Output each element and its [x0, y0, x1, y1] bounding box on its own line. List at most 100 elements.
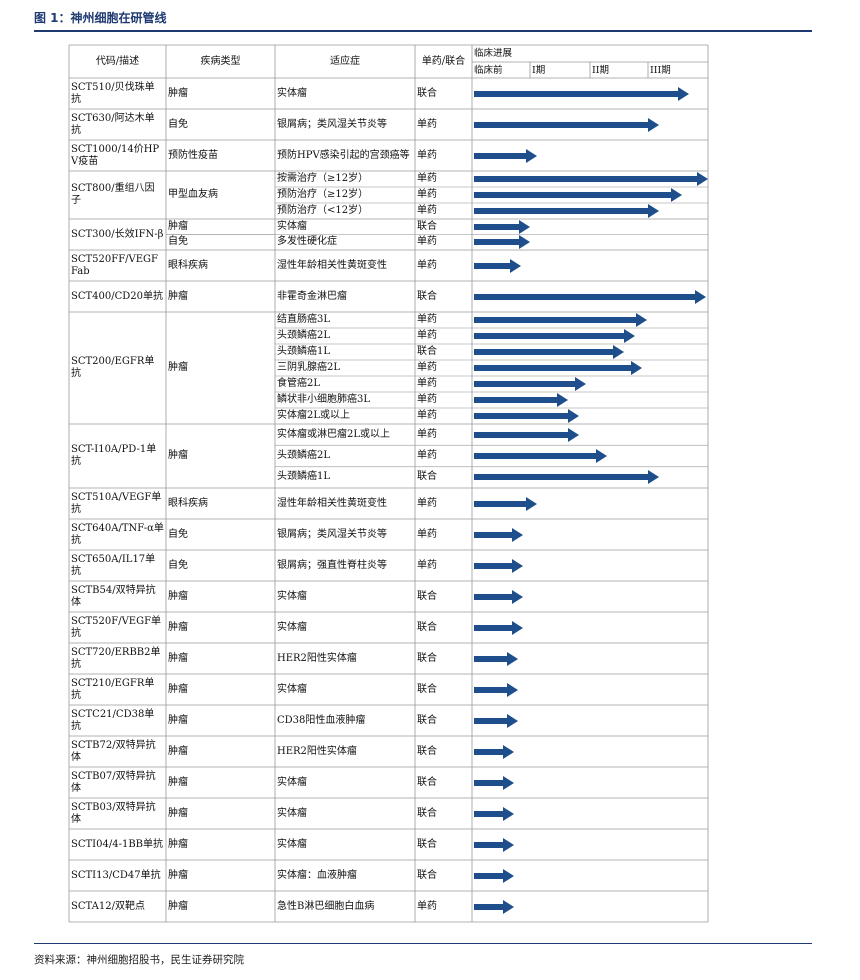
pipeline-code-6: SCT400/CD20单抗	[69, 281, 166, 312]
progress-arrow-13-0	[474, 620, 524, 635]
mode-9-0-text: 单药	[417, 497, 437, 509]
pipeline-code-4: SCT300/长效IFN-β	[69, 219, 166, 250]
pipeline-code-4-text: SCT300/长效IFN-β	[71, 228, 164, 240]
pipeline-code-13: SCT520F/VEGF单抗	[69, 612, 166, 643]
disease-type-13-text: 肿瘤	[168, 621, 188, 633]
arrow-head	[502, 868, 514, 883]
indication-22-0: 急性B淋巴细胞白血病	[275, 891, 415, 922]
mode-17-0: 联合	[415, 736, 472, 767]
indication-8-2-text: 头颈鳞癌1L	[277, 471, 331, 483]
mode-7-4-text: 单药	[417, 378, 437, 389]
indication-8-1: 头颈鳞癌2L	[275, 445, 415, 466]
progress-arrow-12-0	[474, 589, 524, 604]
indication-4-0-text: 实体瘤	[277, 220, 307, 232]
mode-4-1: 单药	[415, 235, 472, 251]
arrow-shaft	[474, 562, 514, 569]
mode-1-0: 单药	[415, 109, 472, 140]
indication-20-0-text: 实体瘤	[277, 838, 307, 850]
mode-7-2: 联合	[415, 344, 472, 360]
indication-7-1-text: 头颈鳞癌2L	[277, 330, 331, 341]
progress-arrow-3-1	[474, 188, 683, 202]
mode-2-0: 单药	[415, 140, 472, 171]
disease-type-3-text: 甲型血友病	[168, 189, 218, 200]
indication-18-0-text: 实体瘤	[277, 776, 307, 788]
indication-21-0: 实体瘤：血液肿瘤	[275, 860, 415, 891]
header-indication-text: 适应症	[330, 55, 360, 67]
pipeline-code-11: SCT650A/IL17单抗	[69, 550, 166, 581]
arrow-head	[624, 329, 636, 343]
indication-17-0: HER2阳性实体瘤	[275, 736, 415, 767]
indication-19-0: 实体瘤	[275, 798, 415, 829]
disease-type-11: 自免	[166, 550, 275, 581]
pipeline-code-3-text: SCT800/重组八因子	[71, 183, 155, 206]
pipeline-code-22-text: SCTA12/双靶点	[71, 900, 145, 912]
indication-22-0-text: 急性B淋巴细胞白血病	[277, 900, 375, 912]
header-mode-text: 单药/联合	[421, 55, 466, 67]
indication-11-0-text: 银屑病；强直性脊柱炎等	[277, 559, 387, 571]
arrow-head	[509, 258, 521, 273]
arrow-head	[697, 172, 708, 186]
mode-12-0-text: 联合	[417, 590, 437, 602]
indication-7-6-text: 实体瘤2L或以上	[277, 410, 351, 421]
indication-16-0-text: CD38阳性血液肿瘤	[277, 714, 366, 726]
header-disease: 疾病类型	[166, 45, 275, 78]
disease-type-6: 肿瘤	[166, 281, 275, 312]
pipeline-code-1: SCT630/阿达木单抗	[69, 109, 166, 140]
mode-20-0-text: 联合	[417, 838, 437, 850]
mode-21-0-text: 联合	[417, 869, 437, 881]
indication-0-0: 实体瘤	[275, 78, 415, 109]
mode-3-1: 单药	[415, 187, 472, 203]
pipeline-code-20-text: SCTI04/4-1BB单抗	[71, 838, 164, 850]
disease-type-19-text: 肿瘤	[168, 807, 188, 819]
arrow-head	[575, 377, 587, 391]
header-mode: 单药/联合	[415, 45, 472, 78]
pipeline-code-18: SCTB07/双特异抗体	[69, 767, 166, 798]
disease-type-18: 肿瘤	[166, 767, 275, 798]
pipeline-code-18-text: SCTB07/双特异抗体	[71, 770, 156, 794]
disease-type-0: 肿瘤	[166, 78, 275, 109]
arrow-shaft	[474, 748, 504, 755]
arrow-shaft	[474, 810, 504, 817]
mode-3-0: 单药	[415, 171, 472, 187]
arrow-head	[519, 235, 531, 250]
mode-15-0: 联合	[415, 674, 472, 705]
header-phase-0: 临床前	[472, 63, 530, 78]
mode-7-5: 单药	[415, 392, 472, 408]
disease-type-8-text: 肿瘤	[168, 450, 188, 461]
header-phase-2-text: II期	[592, 64, 610, 76]
arrow-shaft	[474, 431, 570, 438]
indication-0-0-text: 实体瘤	[277, 87, 307, 99]
progress-arrow-4-0	[474, 219, 531, 234]
header-phase-3-text: III期	[650, 64, 671, 76]
mode-14-0-text: 联合	[417, 652, 437, 664]
disease-type-22: 肿瘤	[166, 891, 275, 922]
mode-8-0-text: 单药	[417, 428, 437, 440]
disease-type-15-text: 肿瘤	[168, 683, 188, 695]
disease-type-7: 肿瘤	[166, 312, 275, 424]
pipeline-code-8: SCT-I10A/PD-1单抗	[69, 424, 166, 488]
progress-arrow-11-0	[474, 558, 524, 573]
indication-2-0-text: 预防HPV感染引起的宫颈癌等	[277, 149, 410, 161]
mode-7-0: 单药	[415, 312, 472, 328]
mode-11-0: 单药	[415, 550, 472, 581]
arrow-head	[507, 713, 519, 728]
indication-5-0-text: 湿性年龄相关性黄斑变性	[277, 259, 387, 271]
indication-7-1: 头颈鳞癌2L	[275, 328, 415, 344]
mode-21-0: 联合	[415, 860, 472, 891]
indication-7-4: 食管癌2L	[275, 376, 415, 392]
mode-8-2-text: 联合	[417, 471, 437, 483]
disease-type-10-text: 自免	[168, 528, 188, 540]
mode-7-2-text: 联合	[417, 346, 437, 357]
disease-type-0-text: 肿瘤	[168, 87, 188, 99]
disease-type-9-text: 眼科疾病	[168, 497, 208, 509]
pipeline-code-15: SCT210/EGFR单抗	[69, 674, 166, 705]
progress-arrow-3-2	[474, 204, 659, 218]
source-note: 资料来源：神州细胞招股书，民生证券研究院	[34, 954, 244, 966]
progress-arrow-8-0	[474, 427, 580, 442]
mode-6-0-text: 联合	[417, 290, 437, 302]
arrow-shaft	[474, 121, 649, 128]
disease-type-21: 肿瘤	[166, 860, 275, 891]
mode-22-0: 单药	[415, 891, 472, 922]
progress-arrow-4-1	[474, 235, 531, 250]
